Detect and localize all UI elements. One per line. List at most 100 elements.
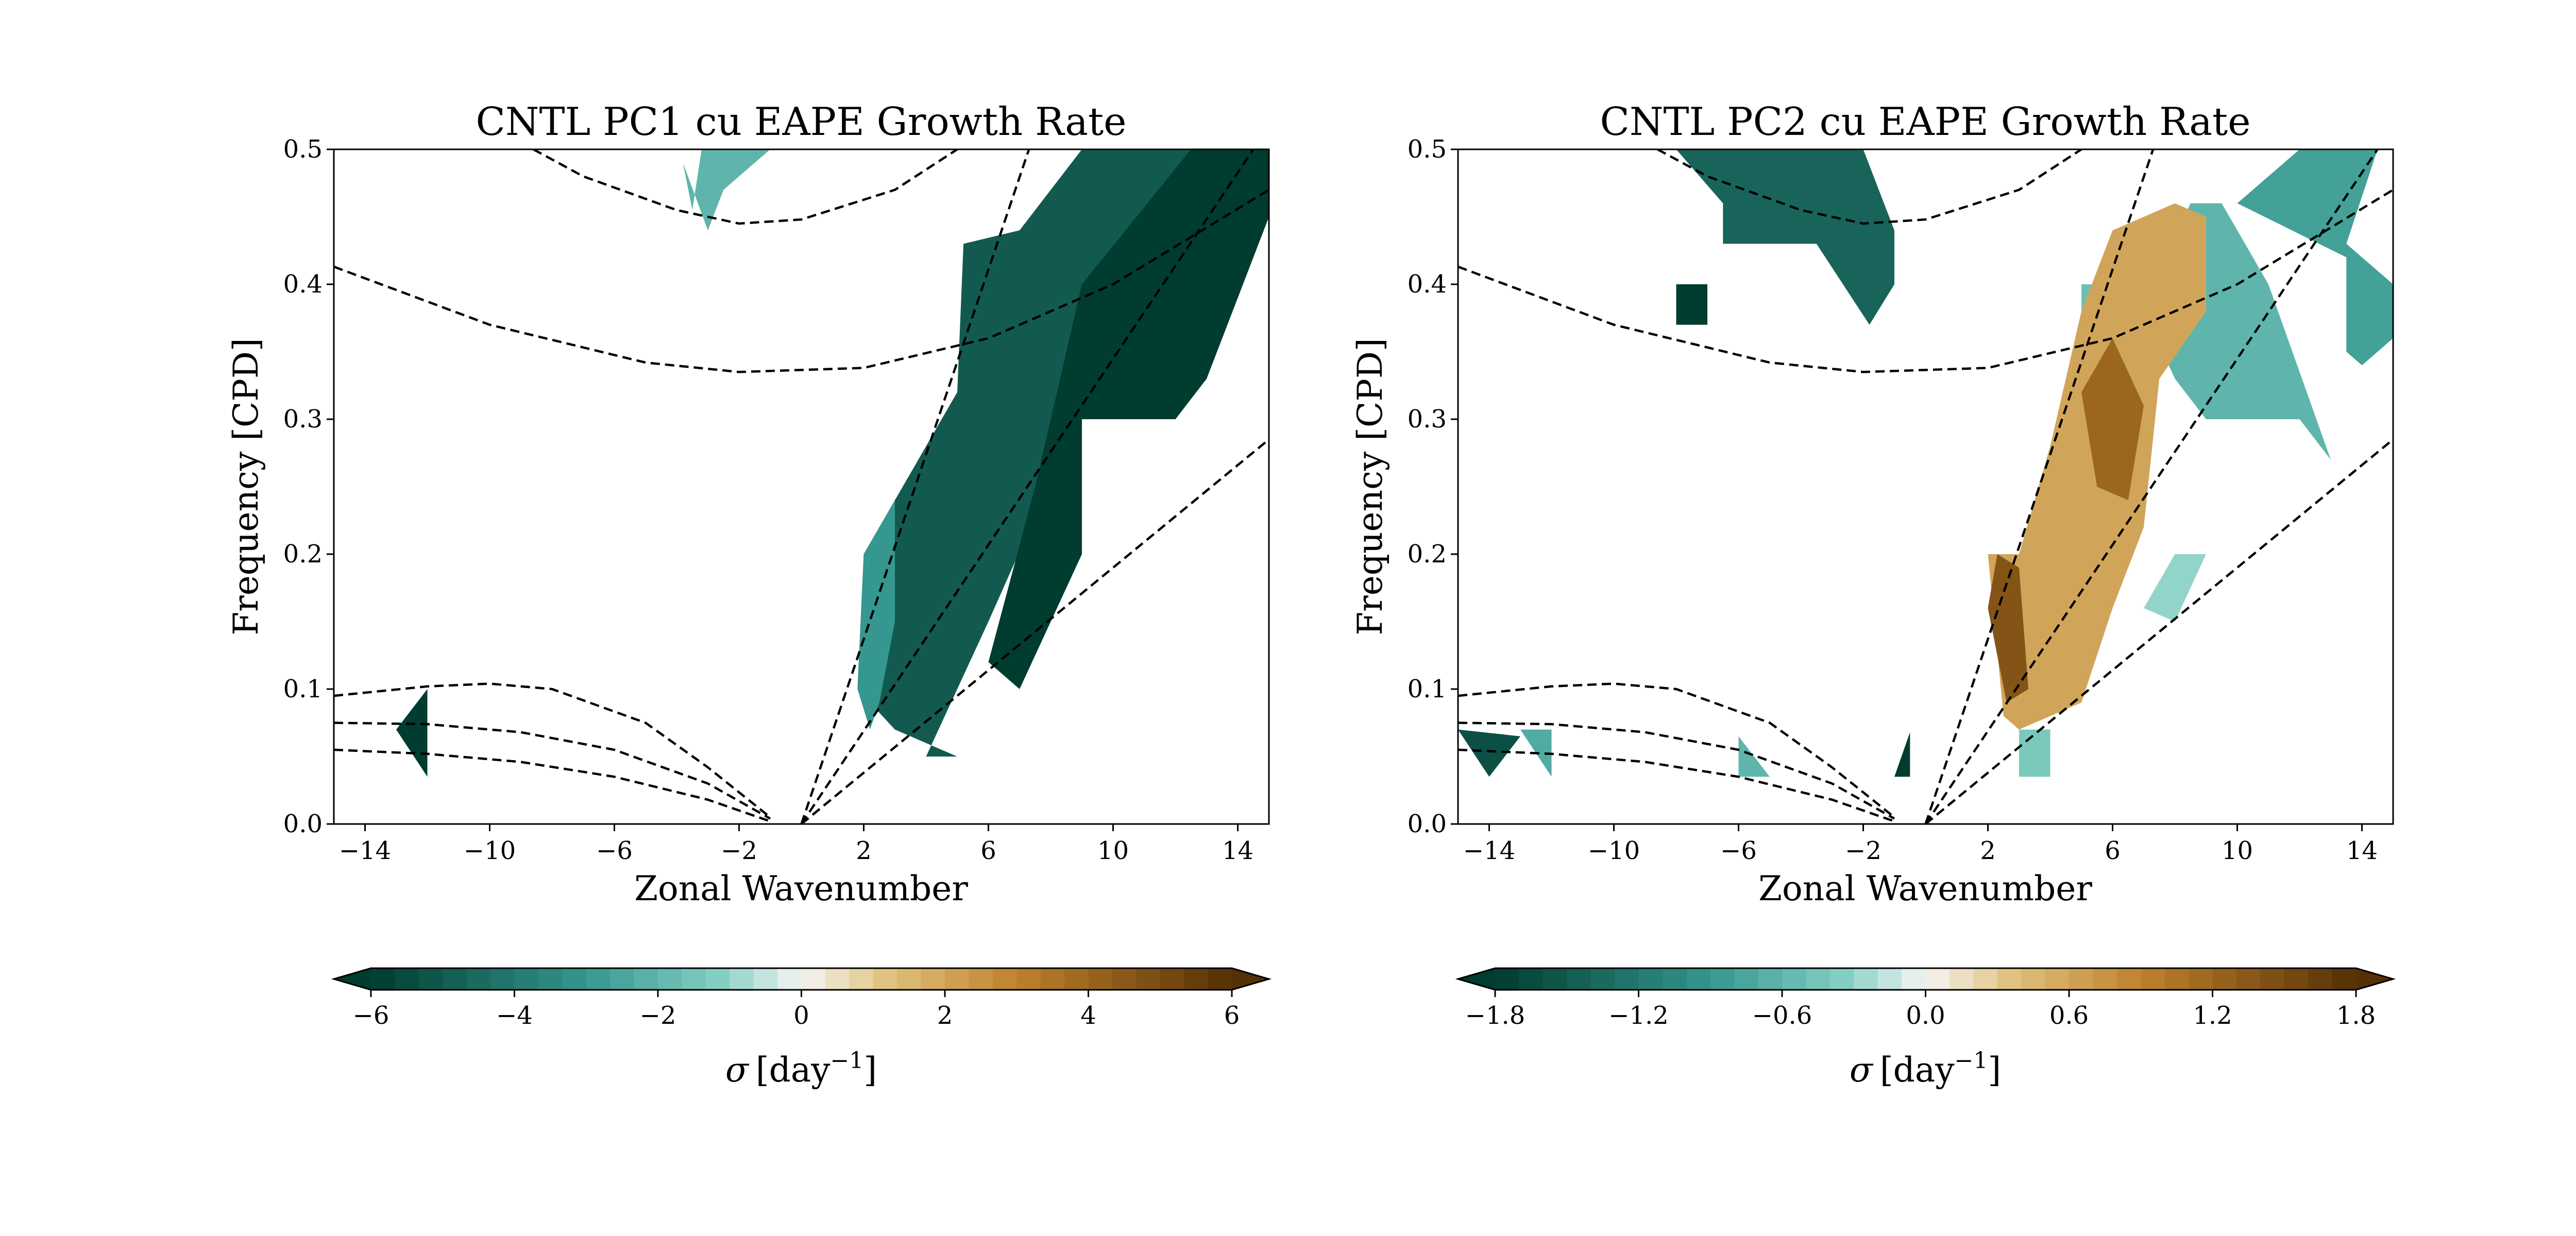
colorbar-segment (849, 968, 874, 990)
x-tick-label: −10 (464, 836, 516, 865)
colorbar-segment (1806, 968, 1831, 990)
colorbar-label-units: [day (1880, 1050, 1955, 1090)
y-tick-label: 0.2 (283, 540, 323, 569)
colorbar-segment (1112, 968, 1137, 990)
negative-growth-region (1894, 732, 1910, 777)
dispersion-curve-c1 (533, 149, 958, 225)
colorbar-segment (418, 968, 444, 990)
colorbar-segment (1758, 968, 1783, 990)
dispersion-curve-ray1 (1924, 149, 2155, 824)
x-tick-label: −2 (721, 836, 757, 865)
y-ticks: 0.0 0.1 0.2 0.3 0.4 0.5 (283, 135, 334, 838)
dispersion-curve-c1 (1657, 149, 2082, 225)
colorbar-segment (873, 968, 897, 990)
colorbar-segment (2045, 968, 2070, 990)
colorbar-label-exp: −1 (1955, 1048, 1988, 1074)
colorbar-label-close: ] (1988, 1050, 2001, 1090)
x-tick-label: −14 (339, 836, 391, 865)
dispersion-curve-c3 (334, 682, 771, 818)
y-axis-label: Frequency [CPD] (226, 338, 266, 635)
colorbar-tick-label: −1.2 (1608, 1001, 1669, 1030)
colorbar-segment (1495, 968, 1520, 990)
colorbar-segment (2164, 968, 2189, 990)
y-tick-label: 0.2 (1408, 540, 1447, 569)
y-tick-label: 0.0 (283, 810, 323, 838)
colorbar-segment (1686, 968, 1711, 990)
x-ticks: −14 −10 −6 −2 2 6 10 14 (339, 824, 1253, 865)
y-tick-label: 0.4 (283, 270, 323, 299)
colorbar-segment (586, 968, 611, 990)
colorbar-ticks: −6 −4 −2 0 2 4 6 (353, 990, 1240, 1030)
negative-growth-region (1676, 284, 1707, 325)
colorbar-segment (1590, 968, 1615, 990)
colorbar-segment (921, 968, 945, 990)
negative-growth-region (683, 149, 770, 231)
dispersion-curve-c4 (1458, 722, 1895, 820)
colorbar-segment (514, 968, 539, 990)
x-ticks: −14 −10 −6 −2 2 6 10 14 (1463, 824, 2378, 865)
colorbar-segment (825, 968, 850, 990)
dispersion-curve-c2 (1458, 188, 2393, 373)
colorbar-segment (1662, 968, 1687, 990)
y-ticks: 0.0 0.1 0.2 0.3 0.4 0.5 (1408, 135, 1458, 838)
negative-growth-region (988, 149, 1269, 689)
colorbar-segment (1567, 968, 1591, 990)
colorbar-segment (1925, 968, 1950, 990)
dispersion-curve-c5 (1458, 748, 1895, 822)
colorbar-label: σ [day−1] (1850, 1048, 2001, 1090)
x-tick-label: −10 (1588, 836, 1640, 865)
colorbar-segment (1734, 968, 1759, 990)
colorbar-tick-label: 0 (793, 1001, 809, 1030)
dispersion-curve-c4 (334, 722, 771, 820)
positive-growth-region (1988, 554, 2029, 703)
colorbar-segment (705, 968, 731, 990)
colorbar-segment (2069, 968, 2094, 990)
colorbar-segment (730, 968, 754, 990)
dispersion-curve-ray2 (1924, 149, 2379, 824)
colorbar-segment (1040, 968, 1065, 990)
colorbar-extend-max (2356, 968, 2393, 990)
colorbar-segment (2332, 968, 2357, 990)
colorbar-tick-label: 0.0 (1906, 1001, 1945, 1030)
colorbar-segment (1543, 968, 1568, 990)
dispersion-curve-c3 (1458, 682, 1895, 818)
colorbar-extend-min (1458, 968, 1495, 990)
x-tick-label: 10 (2222, 836, 2253, 865)
colorbar-label: σ [day−1] (725, 1048, 877, 1090)
colorbar-label-symbol: σ (725, 1050, 750, 1090)
colorbar-segment (1782, 968, 1807, 990)
y-tick-label: 0.4 (1408, 270, 1447, 299)
negative-growth-region (396, 689, 428, 777)
colorbar-segment (610, 968, 635, 990)
colorbar-segment (634, 968, 658, 990)
colorbar: −1.8 −1.2 −0.6 0.0 0.6 1.2 1.8 σ [day−1] (1455, 967, 2396, 1090)
colorbar-segment (2236, 968, 2261, 990)
x-tick-label: 2 (856, 836, 872, 865)
colorbar-tick-label: 1.8 (2336, 1001, 2376, 1030)
x-tick-label: −2 (1845, 836, 1882, 865)
negative-growth-region (1738, 736, 1770, 777)
colorbar-segment (992, 968, 1018, 990)
colorbar-extend-max (1232, 968, 1269, 990)
colorbar-segment (1877, 968, 1902, 990)
colorbar-segment (1519, 968, 1544, 990)
colorbar-tick-label: 0.6 (2049, 1001, 2089, 1030)
colorbar-tick-label: 4 (1080, 1001, 1096, 1030)
x-tick-label: 6 (2105, 836, 2121, 865)
dispersion-curves (1458, 149, 2393, 824)
colorbar-segment (538, 968, 563, 990)
colorbar-tick-label: 1.2 (2193, 1001, 2232, 1030)
x-tick-label: −6 (596, 836, 633, 865)
colorbar-extend-min (334, 968, 371, 990)
x-tick-label: 10 (1097, 836, 1129, 865)
dispersion-curves (334, 149, 1269, 824)
panel-title: CNTL PC1 cu EAPE Growth Rate (476, 99, 1126, 144)
colorbar-segment (753, 968, 778, 990)
colorbar-segment (2189, 968, 2213, 990)
x-tick-label: −14 (1463, 836, 1515, 865)
colorbar-segment (1710, 968, 1735, 990)
y-tick-label: 0.1 (1408, 675, 1447, 703)
colorbar: −6 −4 −2 0 2 4 6 σ [day−1] (331, 967, 1272, 1090)
colorbar-segment (1949, 968, 1974, 990)
colorbar-segment (490, 968, 515, 990)
